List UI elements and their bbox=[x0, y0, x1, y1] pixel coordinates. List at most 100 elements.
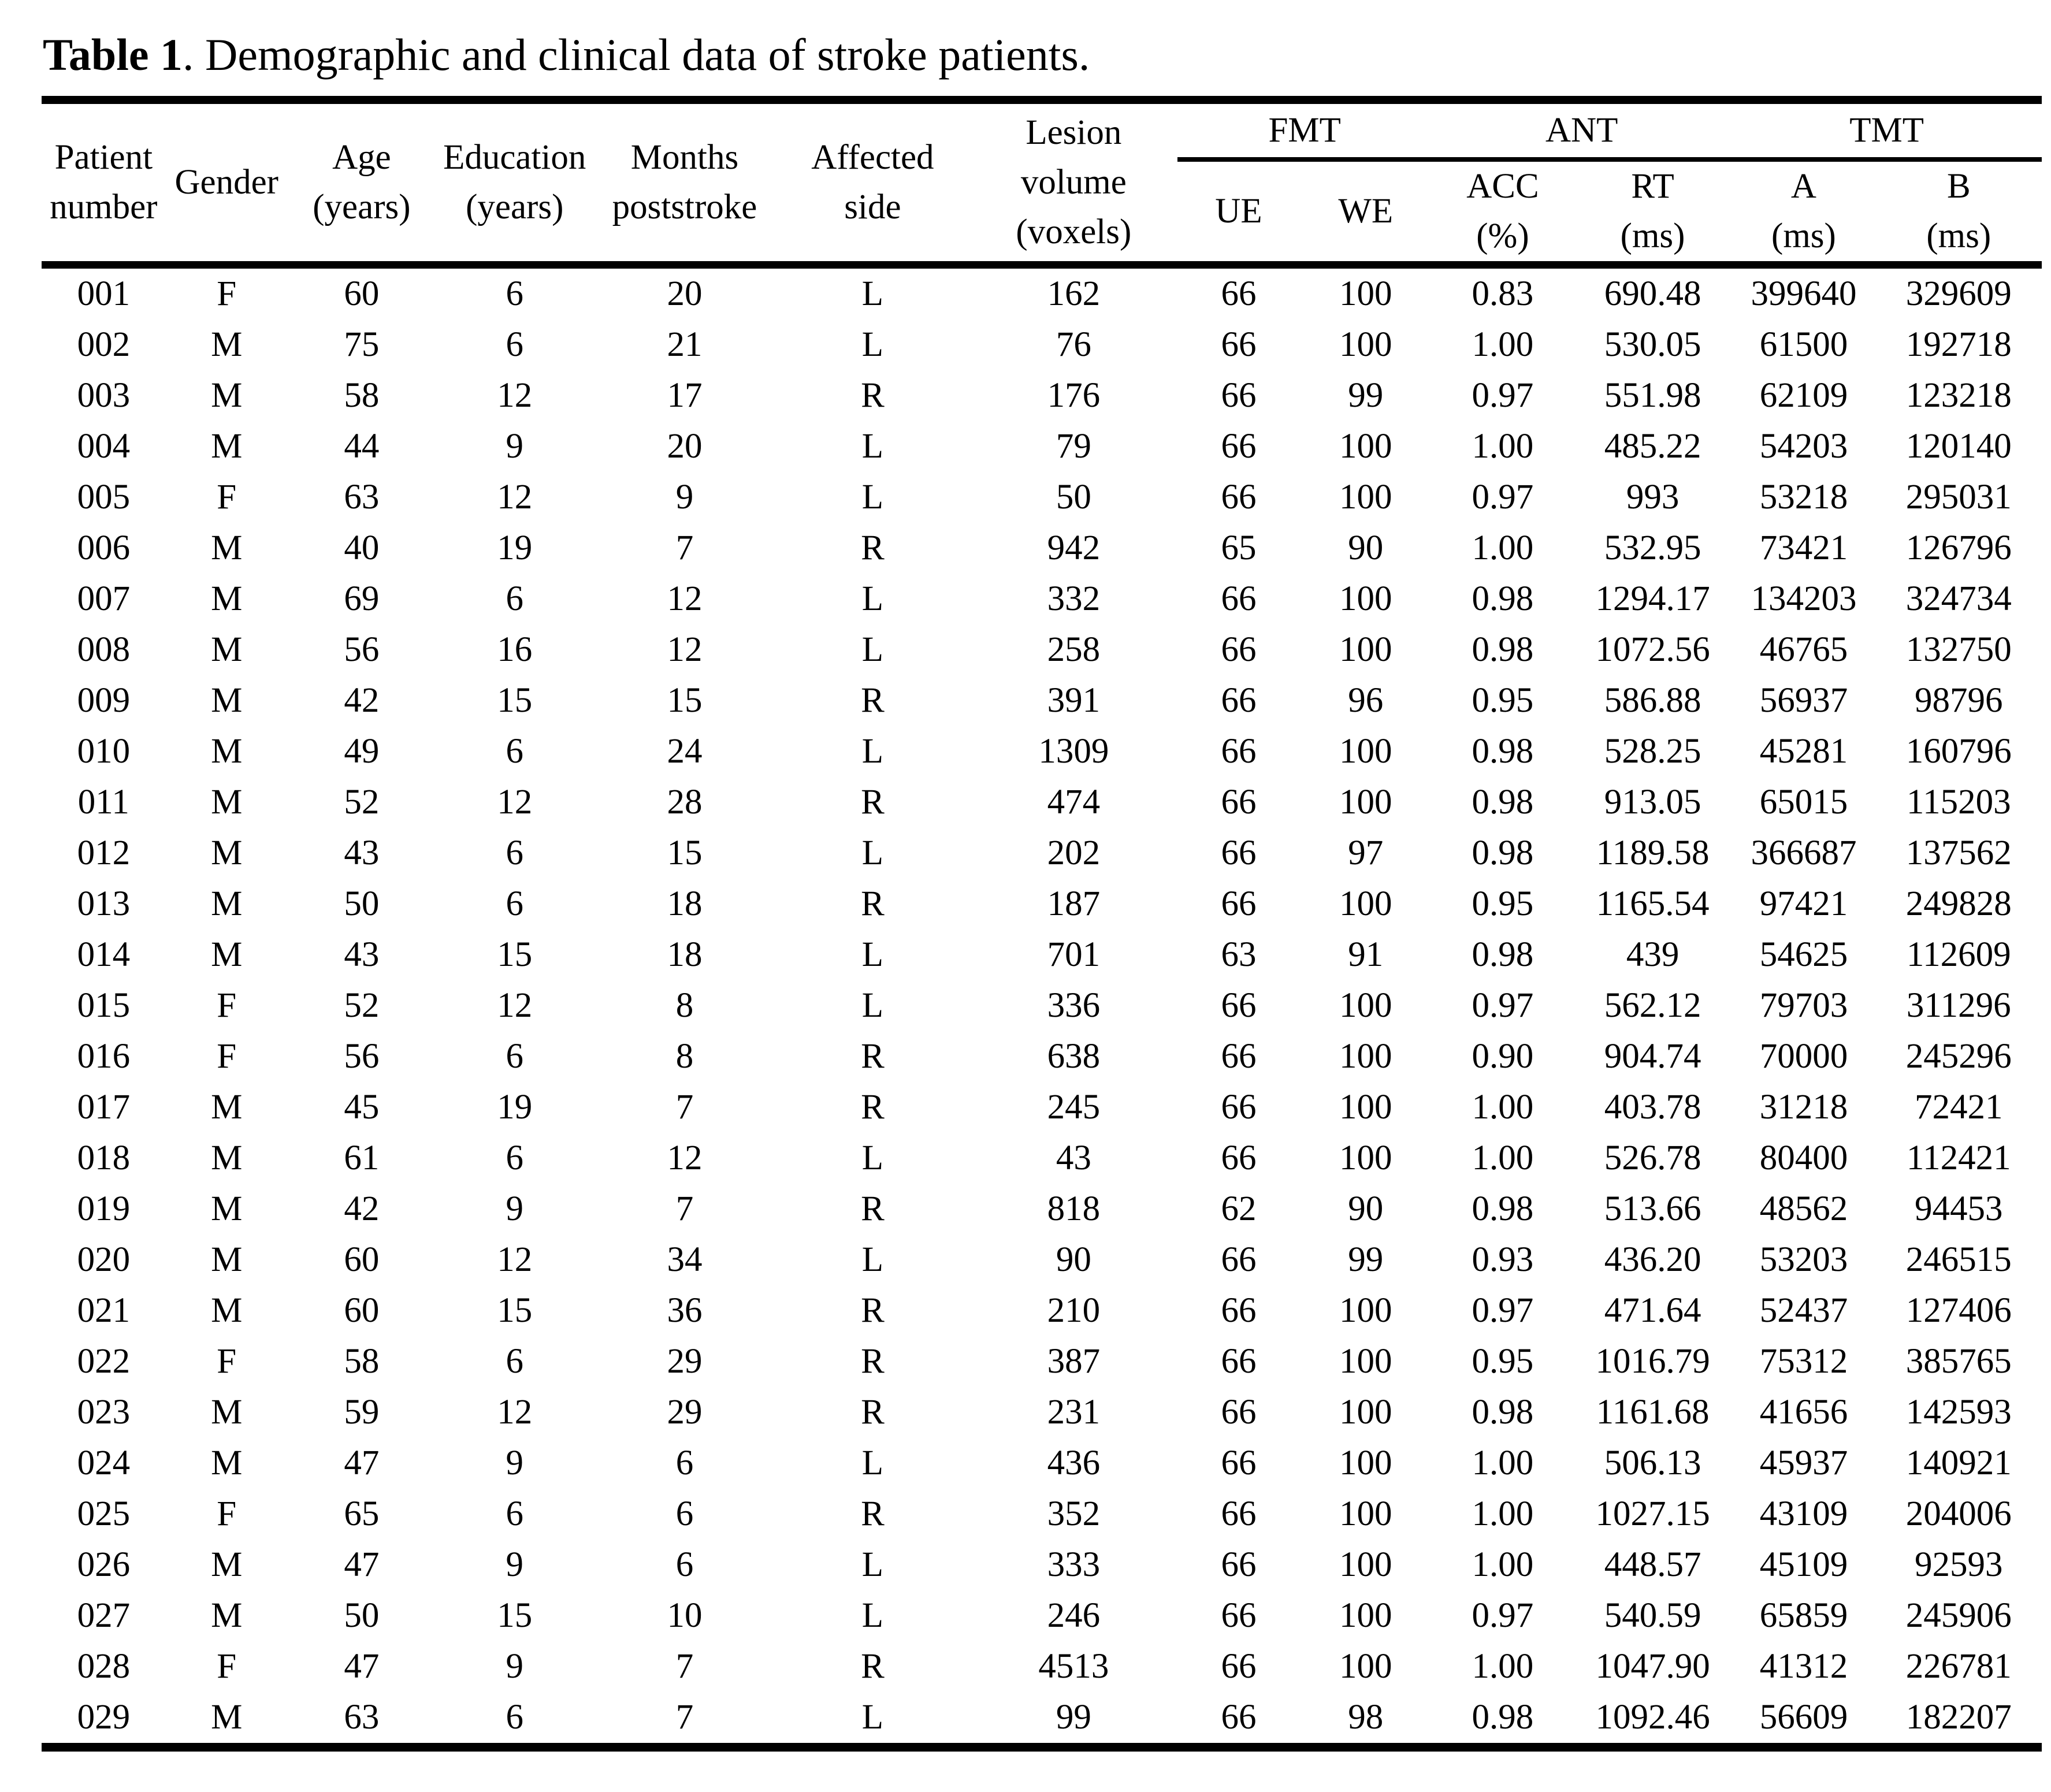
cell-lesion_volume_voxels: 332 bbox=[1047, 579, 1101, 618]
table-caption: Table 1. Demographic and clinical data o… bbox=[43, 29, 2042, 81]
cell-patient_number: 022 bbox=[77, 1341, 131, 1381]
cell-affected_side: L bbox=[861, 1240, 884, 1279]
header-line: RT bbox=[1631, 166, 1674, 206]
cell-affected_side: L bbox=[861, 477, 884, 516]
cell-tmt_b_ms: 329609 bbox=[1905, 274, 2012, 313]
col-header-lesion-volume: Lesion volume (voxels) bbox=[969, 99, 1178, 269]
cell-patient_number: 023 bbox=[77, 1392, 131, 1432]
cell-affected_side: R bbox=[861, 884, 885, 923]
cell-age_years: 43 bbox=[344, 935, 380, 974]
cell-ant_rt_ms: 1189.58 bbox=[1596, 833, 1710, 872]
cell-patient_number: 011 bbox=[77, 782, 129, 821]
cell-ant_rt_ms: 913.05 bbox=[1604, 782, 1701, 821]
cell-patient_number: 010 bbox=[77, 731, 131, 771]
cell-gender: F bbox=[217, 1341, 237, 1381]
cell-tmt_a_ms: 56937 bbox=[1759, 681, 1848, 720]
cell-fmt_ue: 66 bbox=[1221, 477, 1257, 516]
cell-ant_acc_pct: 0.98 bbox=[1472, 935, 1534, 974]
cell-age_years: 58 bbox=[344, 1341, 380, 1381]
cell-patient_number: 012 bbox=[77, 833, 131, 872]
cell-education_years: 6 bbox=[506, 731, 523, 771]
cell-months_poststroke: 7 bbox=[675, 528, 694, 567]
cell-affected_side: R bbox=[861, 1341, 885, 1381]
cell-affected_side: L bbox=[861, 426, 884, 466]
cell-lesion_volume_voxels: 76 bbox=[1056, 325, 1091, 364]
cell-tmt_b_ms: 311296 bbox=[1906, 986, 2011, 1025]
cell-lesion_volume_voxels: 818 bbox=[1047, 1189, 1101, 1228]
cell-ant_acc_pct: 0.97 bbox=[1472, 477, 1534, 516]
cell-fmt_we: 100 bbox=[1339, 579, 1392, 618]
cell-months_poststroke: 15 bbox=[667, 681, 703, 720]
header-line: (ms) bbox=[1620, 216, 1685, 255]
cell-months_poststroke: 7 bbox=[675, 1189, 694, 1228]
cell-lesion_volume_voxels: 246 bbox=[1047, 1596, 1101, 1635]
cell-tmt_b_ms: 245296 bbox=[1905, 1036, 2012, 1076]
cell-months_poststroke: 7 bbox=[675, 1646, 694, 1686]
cell-fmt_ue: 66 bbox=[1221, 325, 1257, 364]
cell-education_years: 12 bbox=[497, 1392, 533, 1432]
cell-patient_number: 006 bbox=[77, 528, 131, 567]
cell-ant_acc_pct: 0.97 bbox=[1472, 986, 1534, 1025]
cell-fmt_we: 98 bbox=[1348, 1697, 1384, 1737]
cell-tmt_a_ms: 53218 bbox=[1759, 477, 1848, 516]
cell-patient_number: 026 bbox=[77, 1545, 131, 1584]
cell-ant_acc_pct: 0.97 bbox=[1472, 1291, 1534, 1330]
cell-education_years: 6 bbox=[506, 884, 523, 923]
table-row: 022 F 58 6 29 R 387 66 100 0.95 1016.79 75312 385765 bbox=[42, 1336, 2042, 1387]
cell-affected_side: R bbox=[861, 1087, 885, 1126]
cell-tmt_a_ms: 43109 bbox=[1759, 1494, 1848, 1533]
header-line: Lesion bbox=[1026, 113, 1122, 152]
table-row: 008 M 56 16 12 L 258 66 100 0.98 1072.56 46765 13275… bbox=[42, 624, 2042, 675]
cell-tmt_a_ms: 75312 bbox=[1759, 1341, 1848, 1381]
cell-tmt_b_ms: 126796 bbox=[1905, 528, 2012, 567]
cell-ant_rt_ms: 448.57 bbox=[1604, 1545, 1701, 1584]
table-caption-text: . Demographic and clinical data of strok… bbox=[183, 29, 1090, 80]
cell-fmt_ue: 63 bbox=[1221, 935, 1257, 974]
cell-lesion_volume_voxels: 352 bbox=[1047, 1494, 1101, 1533]
cell-tmt_b_ms: 94453 bbox=[1915, 1189, 2003, 1228]
cell-lesion_volume_voxels: 245 bbox=[1047, 1087, 1101, 1126]
cell-tmt_b_ms: 72421 bbox=[1915, 1087, 2003, 1126]
cell-education_years: 15 bbox=[497, 681, 533, 720]
table-row: 024 M 47 9 6 L 436 66 100 1.00 506.13 45937 140921 bbox=[42, 1438, 2042, 1489]
cell-tmt_b_ms: 249828 bbox=[1905, 884, 2012, 923]
cell-fmt_we: 97 bbox=[1348, 833, 1384, 872]
table-row: 017 M 45 19 7 R 245 66 100 1.00 403.78 31218 72421 bbox=[42, 1082, 2042, 1133]
header-line: poststroke bbox=[612, 187, 757, 226]
cell-age_years: 40 bbox=[344, 528, 380, 567]
cell-months_poststroke: 21 bbox=[667, 325, 703, 364]
cell-age_years: 50 bbox=[344, 1596, 380, 1635]
cell-tmt_b_ms: 98796 bbox=[1915, 681, 2003, 720]
cell-ant_acc_pct: 1.00 bbox=[1472, 1443, 1534, 1482]
cell-gender: M bbox=[211, 833, 243, 872]
cell-tmt_b_ms: 204006 bbox=[1905, 1494, 2012, 1533]
col-header-ant-acc: ACC (%) bbox=[1432, 159, 1574, 269]
header-line: Patient bbox=[54, 137, 153, 177]
cell-affected_side: L bbox=[861, 935, 884, 974]
cell-fmt_ue: 62 bbox=[1221, 1189, 1257, 1228]
header-line: UE bbox=[1215, 191, 1262, 230]
cell-tmt_a_ms: 53203 bbox=[1759, 1240, 1848, 1279]
cell-months_poststroke: 7 bbox=[675, 1087, 694, 1126]
cell-tmt_b_ms: 140921 bbox=[1905, 1443, 2012, 1482]
cell-ant_acc_pct: 0.98 bbox=[1472, 833, 1534, 872]
cell-ant_acc_pct: 0.95 bbox=[1472, 681, 1534, 720]
cell-education_years: 12 bbox=[497, 1240, 533, 1279]
cell-education_years: 9 bbox=[506, 1646, 523, 1686]
cell-gender: M bbox=[211, 375, 243, 415]
table-row: 006 M 40 19 7 R 942 65 90 1.00 532.95 73421 126796 bbox=[42, 523, 2042, 574]
cell-ant_rt_ms: 1161.68 bbox=[1596, 1392, 1710, 1432]
cell-lesion_volume_voxels: 79 bbox=[1056, 426, 1091, 466]
cell-gender: F bbox=[217, 477, 237, 516]
cell-patient_number: 027 bbox=[77, 1596, 131, 1635]
cell-tmt_a_ms: 65859 bbox=[1759, 1596, 1848, 1635]
cell-lesion_volume_voxels: 90 bbox=[1056, 1240, 1091, 1279]
cell-lesion_volume_voxels: 474 bbox=[1047, 782, 1101, 821]
cell-gender: M bbox=[211, 528, 243, 567]
cell-gender: M bbox=[211, 1545, 243, 1584]
header-row-subcolumns: UE WE ACC (%) RT (ms) A (ms) B bbox=[42, 159, 2042, 269]
cell-education_years: 12 bbox=[497, 782, 533, 821]
cell-tmt_a_ms: 80400 bbox=[1759, 1138, 1848, 1177]
cell-ant_rt_ms: 403.78 bbox=[1604, 1087, 1701, 1126]
cell-ant_rt_ms: 471.64 bbox=[1604, 1291, 1701, 1330]
